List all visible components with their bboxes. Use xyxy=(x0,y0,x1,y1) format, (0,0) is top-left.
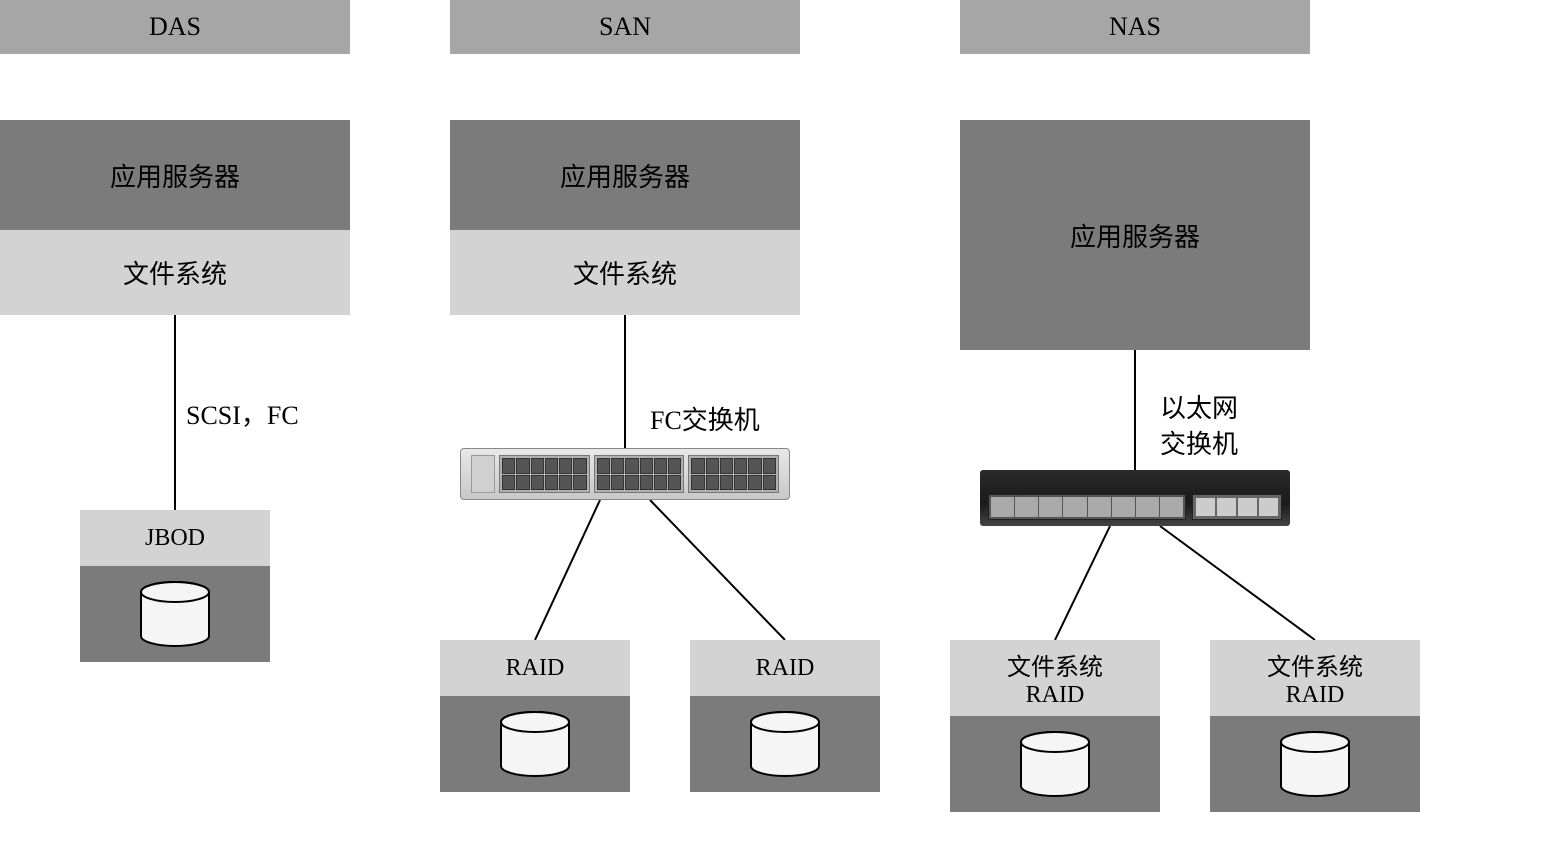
nas-storage-left-line2: RAID xyxy=(1026,682,1085,709)
nas-disk-right xyxy=(1210,716,1420,812)
nas-app-server: 应用服务器 xyxy=(960,120,1310,350)
nas-disk-left xyxy=(950,716,1160,812)
das-header: DAS xyxy=(0,0,350,54)
ethernet-switch-icon xyxy=(980,470,1290,526)
disk-icon xyxy=(1277,730,1353,798)
das-app-server: 应用服务器 xyxy=(0,120,350,230)
san-filesystem: 文件系统 xyxy=(450,230,800,315)
nas-header: NAS xyxy=(960,0,1310,54)
nas-conn-label-1: 以太网 xyxy=(1160,388,1238,425)
das-conn-label: SCSI，FC xyxy=(186,395,299,432)
san-storage-left-label: RAID xyxy=(440,640,630,696)
nas-storage-left-label: 文件系统 RAID xyxy=(950,640,1160,716)
nas-storage-right: 文件系统 RAID xyxy=(1210,640,1420,812)
das-storage-label: JBOD xyxy=(80,510,270,566)
san-conn-label: FC交换机 xyxy=(650,400,760,437)
nas-conn-label-2: 交换机 xyxy=(1160,424,1238,461)
san-disk-right xyxy=(690,696,880,792)
disk-icon xyxy=(1017,730,1093,798)
san-header: SAN xyxy=(450,0,800,54)
das-storage: JBOD xyxy=(80,510,270,662)
nas-storage-right-label: 文件系统 RAID xyxy=(1210,640,1420,716)
nas-storage-left: 文件系统 RAID xyxy=(950,640,1160,812)
san-disk-left xyxy=(440,696,630,792)
nas-storage-right-line1: 文件系统 xyxy=(1267,647,1363,682)
san-storage-right: RAID xyxy=(690,640,880,792)
fc-switch-icon xyxy=(460,448,790,500)
nas-storage-right-line2: RAID xyxy=(1286,682,1345,709)
das-disk-area xyxy=(80,566,270,662)
san-storage-right-label: RAID xyxy=(690,640,880,696)
nas-storage-left-line1: 文件系统 xyxy=(1007,647,1103,682)
das-filesystem: 文件系统 xyxy=(0,230,350,315)
disk-icon xyxy=(497,710,573,778)
san-app-server: 应用服务器 xyxy=(450,120,800,230)
disk-icon xyxy=(137,580,213,648)
san-storage-left: RAID xyxy=(440,640,630,792)
disk-icon xyxy=(747,710,823,778)
